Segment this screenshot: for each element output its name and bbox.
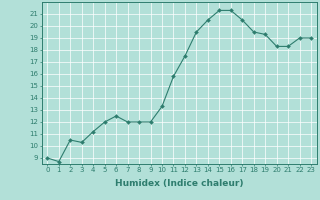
X-axis label: Humidex (Indice chaleur): Humidex (Indice chaleur): [115, 179, 244, 188]
